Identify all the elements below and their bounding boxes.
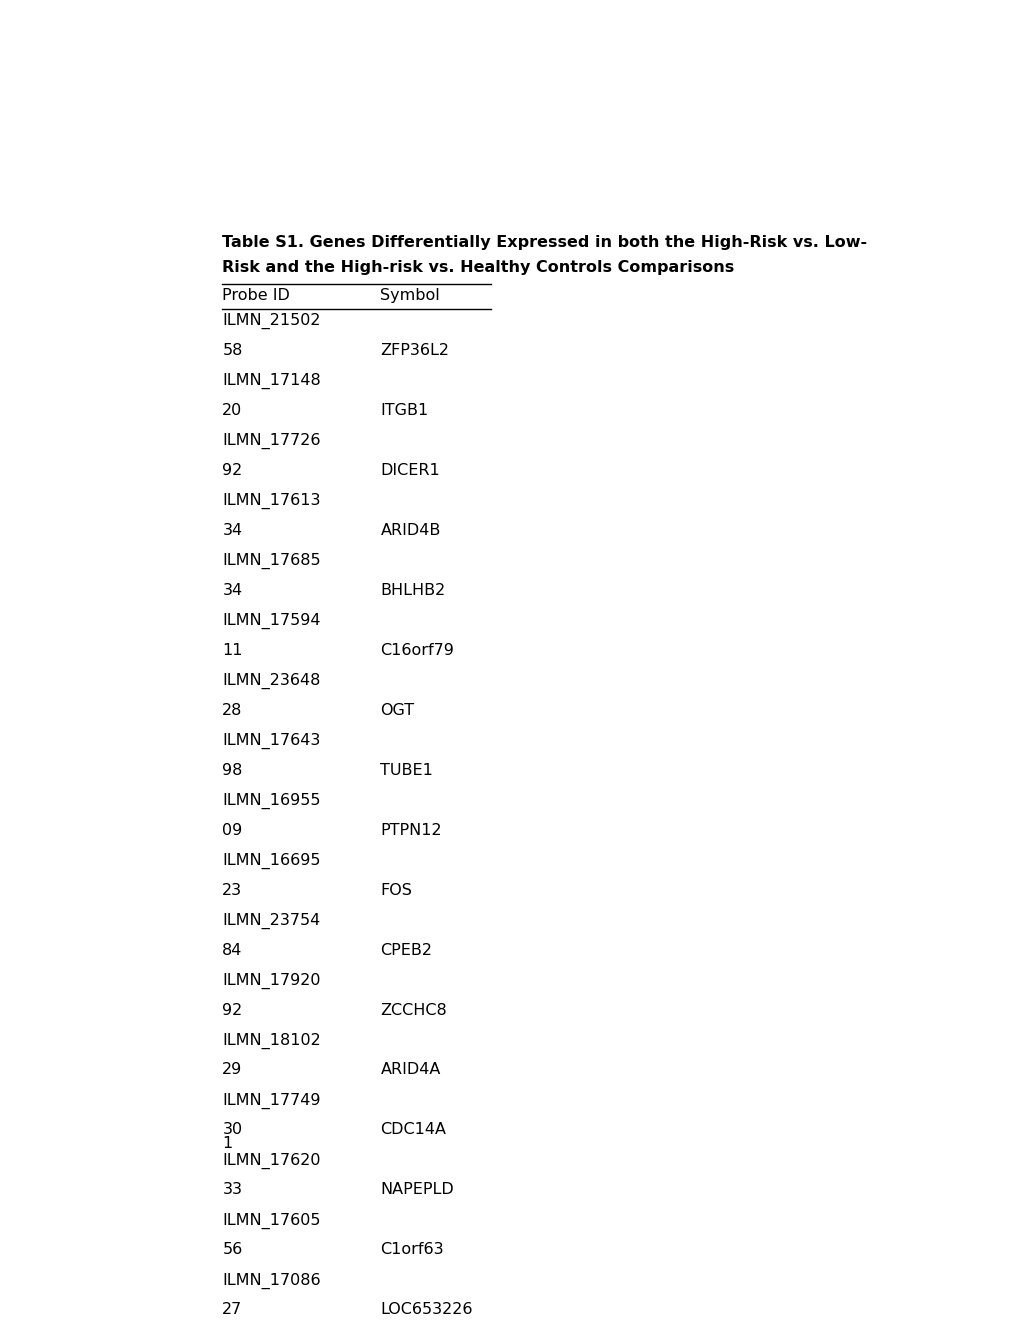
- Text: 29: 29: [222, 1063, 243, 1077]
- Text: 84: 84: [222, 942, 243, 957]
- Text: ILMN_17685: ILMN_17685: [222, 553, 321, 569]
- Text: 56: 56: [222, 1242, 243, 1258]
- Text: Table S1. Genes Differentially Expressed in both the High-Risk vs. Low-: Table S1. Genes Differentially Expressed…: [222, 235, 866, 249]
- Text: Symbol: Symbol: [380, 289, 440, 304]
- Text: CDC14A: CDC14A: [380, 1122, 446, 1138]
- Text: OGT: OGT: [380, 702, 414, 718]
- Text: ILMN_17594: ILMN_17594: [222, 612, 321, 628]
- Text: ARID4B: ARID4B: [380, 523, 440, 537]
- Text: ILMN_17749: ILMN_17749: [222, 1093, 321, 1109]
- Text: ARID4A: ARID4A: [380, 1063, 440, 1077]
- Text: Risk and the High-risk vs. Healthy Controls Comparisons: Risk and the High-risk vs. Healthy Contr…: [222, 260, 734, 275]
- Text: BHLHB2: BHLHB2: [380, 582, 445, 598]
- Text: ILMN_17605: ILMN_17605: [222, 1212, 321, 1229]
- Text: 28: 28: [222, 702, 243, 718]
- Text: DICER1: DICER1: [380, 463, 440, 478]
- Text: ILMN_16955: ILMN_16955: [222, 792, 321, 809]
- Text: CPEB2: CPEB2: [380, 942, 432, 957]
- Text: ILMN_17148: ILMN_17148: [222, 372, 321, 389]
- Text: ILMN_17620: ILMN_17620: [222, 1152, 321, 1168]
- Text: ILMN_18102: ILMN_18102: [222, 1032, 321, 1048]
- Text: FOS: FOS: [380, 883, 412, 898]
- Text: ILMN_17643: ILMN_17643: [222, 733, 320, 748]
- Text: Probe ID: Probe ID: [222, 289, 290, 304]
- Text: ILMN_23754: ILMN_23754: [222, 912, 320, 929]
- Text: ZFP36L2: ZFP36L2: [380, 343, 449, 358]
- Text: LOC653226: LOC653226: [380, 1303, 473, 1317]
- Text: 92: 92: [222, 1002, 243, 1018]
- Text: ZCCHC8: ZCCHC8: [380, 1002, 446, 1018]
- Text: C16orf79: C16orf79: [380, 643, 453, 657]
- Text: 92: 92: [222, 463, 243, 478]
- Text: 27: 27: [222, 1303, 243, 1317]
- Text: 09: 09: [222, 822, 243, 838]
- Text: ILMN_17920: ILMN_17920: [222, 973, 321, 989]
- Text: 33: 33: [222, 1183, 243, 1197]
- Text: C1orf63: C1orf63: [380, 1242, 443, 1258]
- Text: ITGB1: ITGB1: [380, 403, 428, 418]
- Text: 30: 30: [222, 1122, 243, 1138]
- Text: NAPEPLD: NAPEPLD: [380, 1183, 453, 1197]
- Text: 34: 34: [222, 582, 243, 598]
- Text: 98: 98: [222, 763, 243, 777]
- Text: ILMN_21502: ILMN_21502: [222, 313, 321, 329]
- Text: 23: 23: [222, 883, 243, 898]
- Text: 20: 20: [222, 403, 243, 418]
- Text: 34: 34: [222, 523, 243, 537]
- Text: TUBE1: TUBE1: [380, 763, 433, 777]
- Text: ILMN_16695: ILMN_16695: [222, 853, 321, 869]
- Text: ILMN_17613: ILMN_17613: [222, 492, 321, 510]
- Text: PTPN12: PTPN12: [380, 822, 441, 838]
- Text: ILMN_23648: ILMN_23648: [222, 673, 320, 689]
- Text: 1: 1: [222, 1137, 232, 1151]
- Text: ILMN_17726: ILMN_17726: [222, 433, 321, 449]
- Text: 11: 11: [222, 643, 243, 657]
- Text: 58: 58: [222, 343, 243, 358]
- Text: ILMN_17086: ILMN_17086: [222, 1272, 321, 1288]
